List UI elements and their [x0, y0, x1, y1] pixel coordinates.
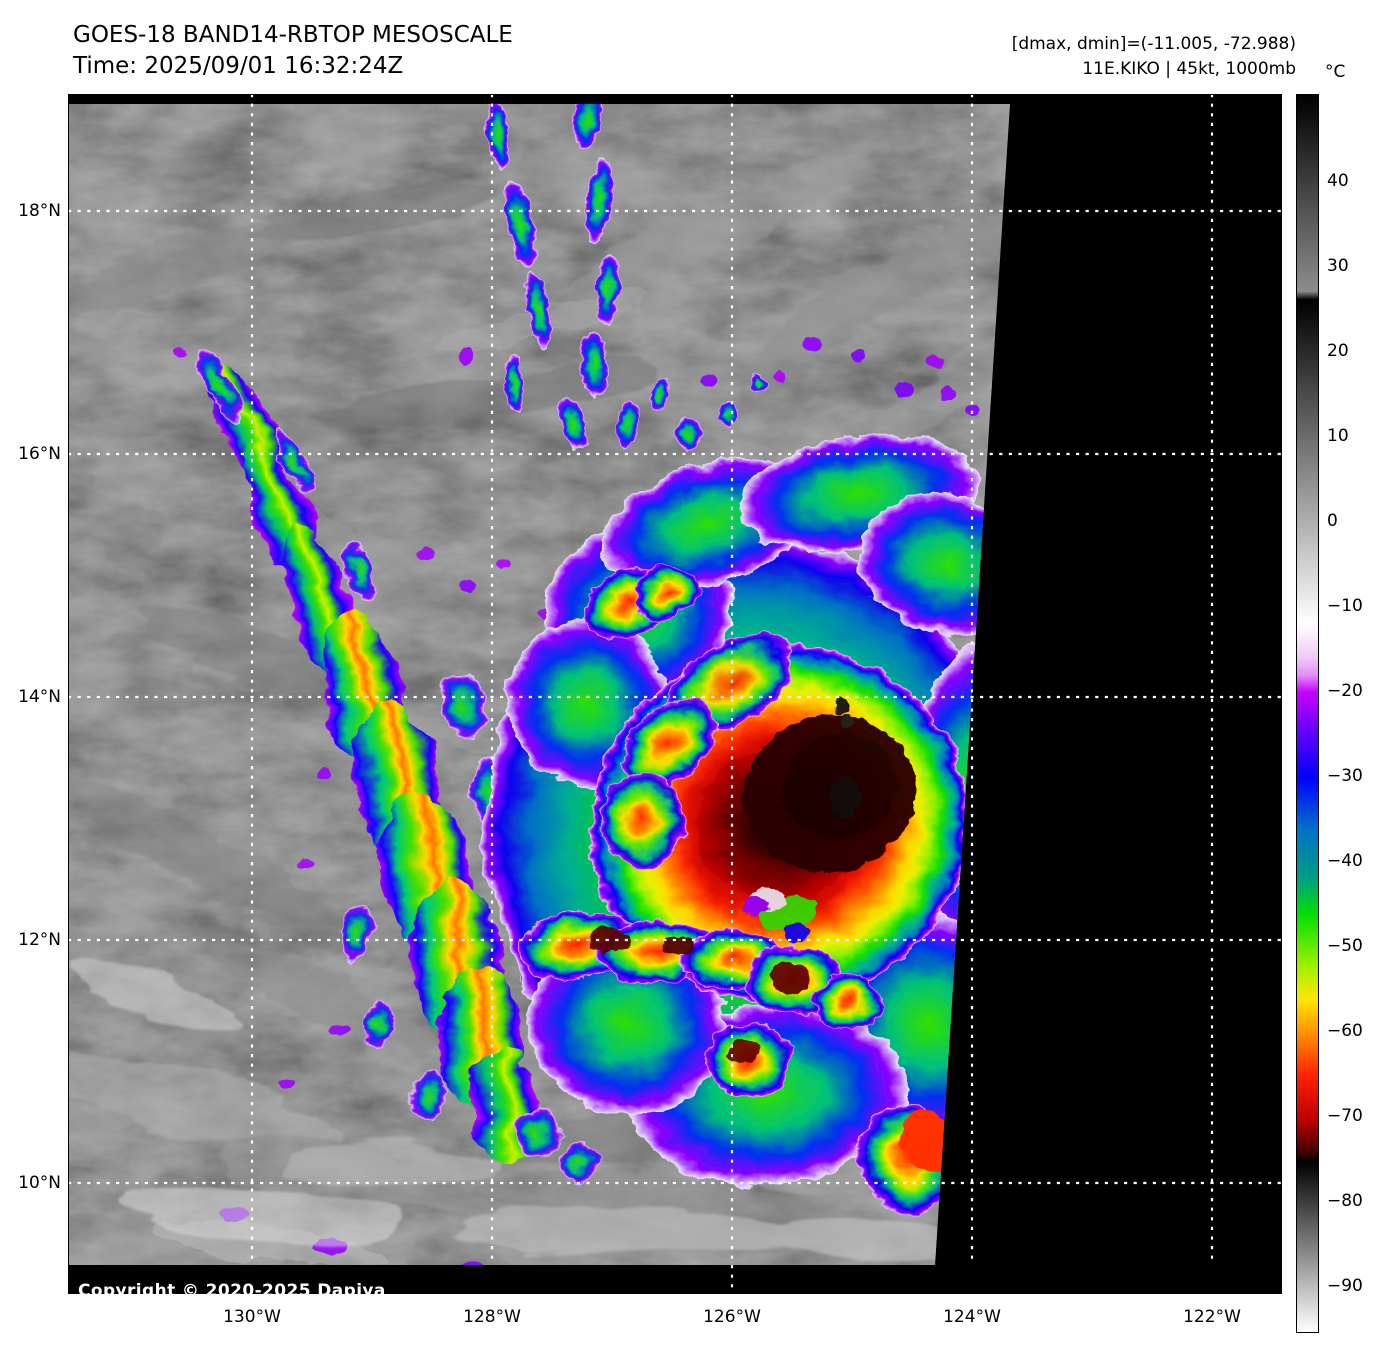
- page-title: GOES-18 BAND14-RBTOP MESOSCALE Time: 202…: [73, 20, 513, 81]
- colorbar-tick-label: −20: [1327, 681, 1363, 701]
- ytick-label: 12°N: [18, 930, 61, 950]
- xtick-label: 126°W: [703, 1307, 761, 1327]
- northern-outer-band: [173, 104, 980, 452]
- temperature-colorbar[interactable]: [1296, 94, 1319, 1333]
- colorbar-unit-label: °C: [1325, 62, 1346, 82]
- xtick-label: 130°W: [223, 1307, 281, 1327]
- colorbar-tick-label: −90: [1327, 1276, 1363, 1296]
- dmax-dmin-label: [dmax, dmin]=(-11.005, -72.988): [1011, 34, 1296, 54]
- data-range-annotation: [dmax, dmin]=(-11.005, -72.988) 11E.KIKO…: [1012, 32, 1296, 81]
- colorbar-tick-label: −60: [1327, 1021, 1363, 1041]
- satellite-imagery-svg: [68, 94, 1282, 1294]
- colorbar-tick-label: 10: [1327, 426, 1349, 446]
- xtick-label: 122°W: [1183, 1307, 1241, 1327]
- storm-info-label: 11E.KIKO | 45kt, 1000mb: [1082, 58, 1296, 79]
- ytick-label: 16°N: [18, 444, 61, 464]
- colorbar-tick-label: −70: [1327, 1106, 1363, 1126]
- colorbar-tick-label: 40: [1327, 171, 1349, 191]
- xtick-label: 124°W: [943, 1307, 1001, 1327]
- latlon-gridlines: [68, 94, 1282, 1294]
- footer-strip: [68, 1265, 1282, 1294]
- copyright-label: Copyright © 2020-2025 Dapiya: [78, 1281, 386, 1301]
- southwest-rainband: [518, 911, 882, 1099]
- colorbar-tick-label: −50: [1327, 936, 1363, 956]
- colorbar-gradient: [1297, 95, 1318, 1332]
- product-title: GOES-18 BAND14-RBTOP MESOSCALE: [73, 22, 513, 48]
- ytick-label: 10°N: [18, 1173, 61, 1193]
- colorbar-tick-label: 30: [1327, 256, 1349, 276]
- colorbar-tick-label: −80: [1327, 1191, 1363, 1211]
- ytick-label: 14°N: [18, 687, 61, 707]
- satellite-data-swath: [68, 104, 1010, 1265]
- colorbar-tick-label: 20: [1327, 341, 1349, 361]
- xtick-label: 128°W: [463, 1307, 521, 1327]
- colorbar-tick-label: 0: [1327, 511, 1338, 531]
- low-cloud-patches: [69, 957, 988, 1256]
- colorbar-tick-label: −10: [1327, 596, 1363, 616]
- colorbar-tick-label: −40: [1327, 851, 1363, 871]
- observation-time: Time: 2025/09/01 16:32:24Z: [73, 52, 404, 79]
- ytick-label: 18°N: [18, 201, 61, 221]
- colorbar-tick-label: −30: [1327, 766, 1363, 786]
- satellite-image-plot[interactable]: [68, 94, 1282, 1294]
